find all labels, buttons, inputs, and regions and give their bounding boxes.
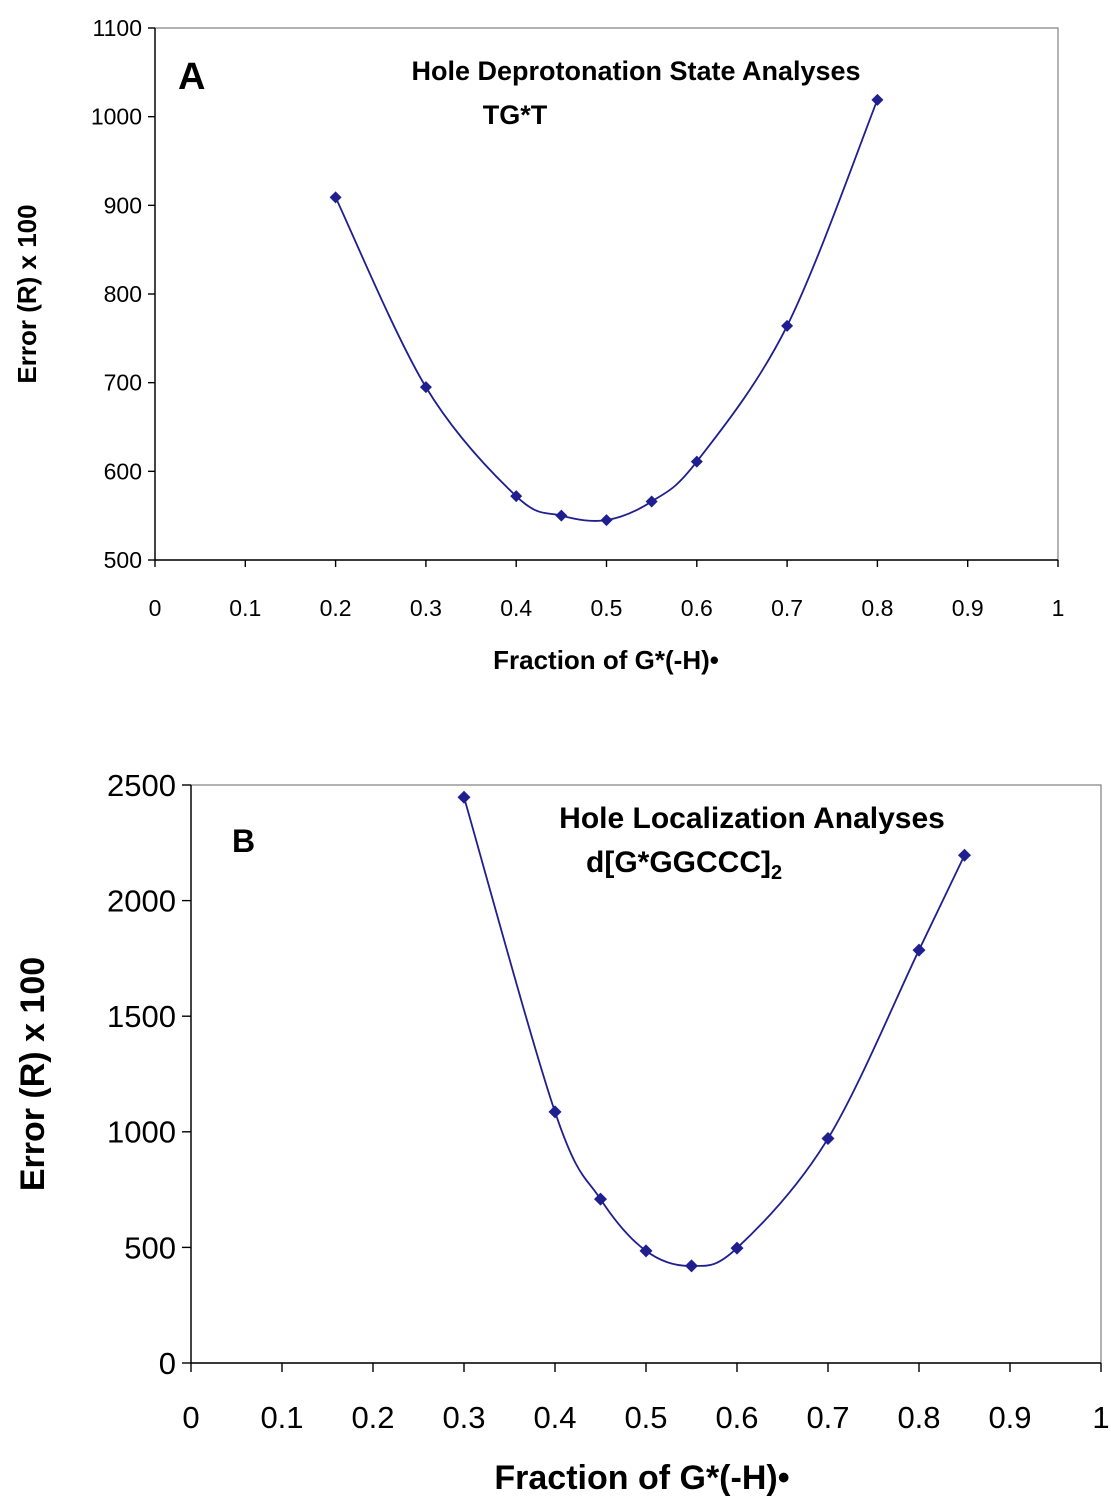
axis-ticks: 0 0.1 0.2 0.3 0.4 0.5 0.6 0.7 0.8 0.9 1 500 600 700 80… [91, 15, 1065, 621]
data-series [329, 93, 884, 527]
data-point [821, 1132, 835, 1146]
x-tick-label: 0.2 [351, 1400, 394, 1435]
x-tick-label: 0.9 [952, 595, 984, 621]
chart-title: Hole Localization Analyses [559, 802, 945, 835]
x-tick-label: 0.8 [897, 1400, 940, 1435]
x-tick-label: 0.8 [861, 595, 893, 621]
y-tick-label: 1500 [107, 999, 176, 1034]
y-tick-label: 700 [104, 370, 142, 396]
x-tick-label: 0.3 [442, 1400, 485, 1435]
chart-subtitle: d[G*GGCCC]2 [586, 846, 782, 884]
chart-subtitle-subscript: 2 [771, 862, 782, 884]
y-tick-label: 2000 [107, 883, 176, 918]
x-tick-label: 0.9 [988, 1400, 1031, 1435]
data-point [329, 191, 342, 204]
data-point [600, 514, 613, 527]
data-series [457, 790, 971, 1273]
data-point [510, 490, 523, 503]
y-tick-label: 500 [104, 547, 142, 573]
x-tick-label: 0.5 [591, 595, 623, 621]
x-tick-label: 0.5 [624, 1400, 667, 1435]
x-axis-label: Fraction of G*(-H)• [494, 1459, 789, 1497]
data-point [730, 1241, 744, 1255]
y-axis-label: Error (R) x 100 [14, 957, 52, 1191]
panel-label: A [178, 56, 205, 98]
axis-ticks: 0 0.1 0.2 0.3 0.4 0.5 0.6 0.7 0.8 0.9 1 0 500 1000 150… [107, 768, 1110, 1435]
y-tick-label: 0 [159, 1346, 176, 1381]
y-tick-label: 500 [124, 1230, 176, 1265]
data-point [639, 1244, 653, 1258]
x-tick-label: 1 [1092, 1400, 1109, 1435]
x-tick-label: 0.6 [681, 595, 713, 621]
x-tick-label: 0.7 [771, 595, 803, 621]
y-tick-label: 900 [104, 192, 142, 218]
plot-area-border [154, 27, 1059, 561]
data-point [685, 1259, 698, 1273]
y-tick-label: 1100 [93, 15, 142, 41]
chart-subtitle: TG*T [483, 100, 548, 130]
x-tick-label: 0 [182, 1400, 199, 1435]
y-tick-label: 1000 [91, 104, 142, 130]
panel-label: B [232, 823, 255, 859]
data-point [548, 1105, 562, 1119]
x-tick-label: 1 [1052, 595, 1065, 621]
chart-panel-b: 0 0.1 0.2 0.3 0.4 0.5 0.6 0.7 0.8 0.9 1 0 500 1000 150… [14, 768, 1110, 1497]
data-point [781, 319, 794, 332]
x-tick-label: 0.4 [533, 1400, 576, 1435]
y-tick-label: 800 [104, 281, 142, 307]
y-tick-label: 1000 [107, 1115, 176, 1150]
data-point [555, 509, 568, 522]
data-point [457, 790, 471, 804]
chart-panel-a: 0 0.1 0.2 0.3 0.4 0.5 0.6 0.7 0.8 0.9 1 500 600 700 80… [12, 15, 1064, 675]
data-point [871, 93, 884, 106]
x-tick-label: 0.1 [260, 1400, 303, 1435]
chart-title: Hole Deprotonation State Analyses [411, 56, 860, 86]
x-tick-label: 0.7 [806, 1400, 849, 1435]
data-point [645, 495, 658, 508]
x-tick-label: 0.1 [229, 595, 261, 621]
y-axis-label: Error (R) x 100 [12, 204, 42, 383]
x-tick-label: 0.3 [410, 595, 442, 621]
x-tick-label: 0 [149, 595, 162, 621]
y-tick-label: 600 [104, 458, 142, 484]
y-tick-label: 2500 [107, 768, 176, 803]
data-point [419, 381, 432, 394]
data-point [594, 1192, 607, 1206]
x-axis-label: Fraction of G*(-H)• [493, 645, 719, 675]
data-point [958, 848, 971, 862]
series-line [334, 99, 879, 522]
x-tick-label: 0.4 [500, 595, 532, 621]
data-point [690, 455, 703, 468]
x-tick-label: 0.2 [320, 595, 352, 621]
chart-subtitle-main: d[G*GGCCC] [586, 846, 771, 879]
x-tick-label: 0.6 [715, 1400, 758, 1435]
data-point [912, 943, 926, 957]
